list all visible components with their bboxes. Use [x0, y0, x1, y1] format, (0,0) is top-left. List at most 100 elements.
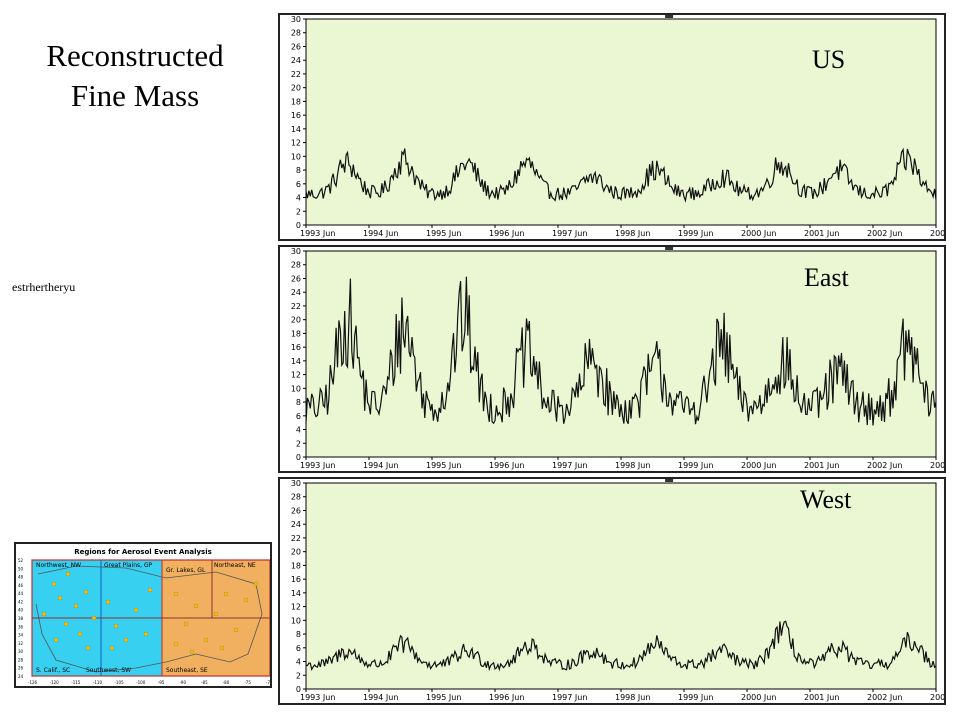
chart-us-xtick-label: 1995 Jun: [426, 229, 461, 238]
map-site-marker: [173, 641, 179, 647]
chart-west-xtick-label: 200: [930, 693, 944, 702]
map-site-marker: [91, 615, 97, 621]
chart-west-plot-area: [305, 482, 937, 690]
chart-east: 0 2 4 6 8 10 12 14 16 18 20 22 24 26 28 30 1993 Jun 1994 …: [278, 245, 946, 473]
map-site-marker: [219, 645, 225, 651]
stray-text: estrhertheryu: [12, 280, 76, 294]
chart-us-xtick-label: 2002 Jun: [867, 229, 902, 238]
map-lat-label: 40: [18, 608, 24, 613]
chart-west-label: West: [800, 485, 852, 514]
map-lat-label: 50: [18, 566, 24, 571]
map-site-marker: [77, 631, 83, 637]
chart-west-xtick-label: 1993 Jun: [300, 693, 335, 702]
chart-us-ytick-label: 6: [296, 180, 301, 189]
map-site-marker: [105, 599, 111, 605]
chart-east-ytick-label: 28: [291, 261, 301, 270]
map-site-marker: [147, 587, 153, 593]
chart-us-series-line: [305, 147, 937, 203]
chart-east-ytick-label: 22: [291, 302, 301, 311]
chart-west-ytick-label: 18: [291, 561, 301, 570]
map-site-marker: [57, 595, 63, 601]
chart-us-xtick-label: 2001 Jun: [804, 229, 839, 238]
map-site-marker: [193, 603, 199, 609]
chart-east-xtick-label: 200: [930, 461, 944, 470]
map-site-marker: [53, 637, 59, 643]
map-site-marker: [143, 631, 149, 637]
chart-east-ytick-label: 30: [291, 247, 301, 256]
chart-us-ytick-label: 4: [296, 194, 301, 203]
map-lat-label: 52: [18, 558, 24, 563]
chart-west-ytick-label: 12: [291, 603, 301, 612]
map-site-marker: [123, 637, 129, 643]
chart-us-xtick-label: 1997 Jun: [552, 229, 587, 238]
chart-west-ytick-label: 22: [291, 534, 301, 543]
chart-east-ytick-label: 2: [296, 439, 301, 448]
chart-us-ytick-label: 28: [291, 29, 301, 38]
map-lat-label: 26: [18, 666, 24, 671]
chart-east-xtick-label: 2001 Jun: [804, 461, 839, 470]
chart-west-ytick-label: 14: [291, 589, 301, 598]
map-lon-label: -120: [50, 680, 60, 685]
chart-us-ytick-label: 20: [291, 84, 301, 93]
chart-west-xtick-label: 2001 Jun: [804, 693, 839, 702]
chart-east-ytick-label: 8: [296, 398, 301, 407]
chart-west-xtick-label: 1994 Jun: [363, 693, 398, 702]
chart-west-xtick-label: 1999 Jun: [678, 693, 713, 702]
chart-west-series-line: [305, 620, 937, 672]
map-lon-label: -90: [179, 680, 186, 685]
chart-west-xtick-label: 2000 Jun: [741, 693, 776, 702]
chart-west-ytick-label: 30: [291, 479, 301, 488]
map-site-marker: [83, 589, 89, 595]
chart-west-ytick-label: 0: [296, 685, 301, 694]
chart-west-ytick-label: 2: [296, 671, 301, 680]
map-lon-label: -75: [244, 680, 251, 685]
chart-west-ytick-label: 6: [296, 644, 301, 653]
chart-us-ytick-label: 16: [291, 111, 301, 120]
map-site-marker: [109, 645, 115, 651]
chart-us-ytick-label: 18: [291, 97, 301, 106]
map-lat-label: 38: [18, 616, 24, 621]
chart-us-ytick-label: 10: [291, 152, 301, 161]
map-site-marker: [213, 611, 219, 617]
chart-east-top-marker: [665, 247, 674, 250]
map-site-marker: [133, 607, 139, 613]
chart-us-ytick-label: 24: [291, 56, 301, 65]
chart-west-top-marker: [665, 479, 674, 482]
map-title: Regions for Aerosol Event Analysis: [74, 548, 212, 556]
chart-east-xtick-label: 1997 Jun: [552, 461, 587, 470]
map-site-marker: [113, 623, 119, 629]
map-site-marker: [41, 611, 47, 617]
map-lon-label: -110: [93, 680, 103, 685]
chart-us-xtick-label: 1999 Jun: [678, 229, 713, 238]
chart-east-ytick-label: 26: [291, 274, 301, 283]
chart-us-xtick-label: 1998 Jun: [615, 229, 650, 238]
chart-east-ytick-label: 0: [296, 453, 301, 462]
map-lon-label: -85: [201, 680, 208, 685]
map-lon-label: -95: [158, 680, 165, 685]
map-site-marker: [85, 645, 91, 651]
map-lon-label: -80: [223, 680, 230, 685]
chart-us-xtick-label: 200: [930, 229, 944, 238]
chart-us-label: US: [812, 45, 846, 74]
chart-west: 0 2 4 6 8 10 12 14 16 18 20 22 24 26 28 30 1993 Jun 1994 …: [278, 477, 946, 705]
map-region-label: Northwest, NW: [36, 562, 81, 569]
map-region-label: S. Calif., SC: [36, 667, 70, 674]
chart-us-ytick-label: 14: [291, 125, 301, 134]
chart-us-ytick-label: 0: [296, 221, 301, 230]
chart-east-ytick-label: 14: [291, 357, 301, 366]
chart-east-ytick-label: 4: [296, 426, 301, 435]
chart-us-ytick-label: 26: [291, 42, 301, 51]
chart-west-ytick-label: 16: [291, 575, 301, 584]
chart-east-label: East: [804, 263, 849, 292]
map-lat-label: 36: [18, 624, 24, 629]
chart-east-ytick-label: 16: [291, 343, 301, 352]
chart-us-plot-area: [305, 18, 937, 226]
slide-title: Reconstructed Fine Mass: [20, 36, 250, 116]
chart-us-xtick-label: 2000 Jun: [741, 229, 776, 238]
map-site-marker: [243, 597, 249, 603]
map-site-marker: [253, 581, 259, 587]
chart-us-ytick-label: 22: [291, 70, 301, 79]
chart-east-ytick-label: 12: [291, 371, 301, 380]
